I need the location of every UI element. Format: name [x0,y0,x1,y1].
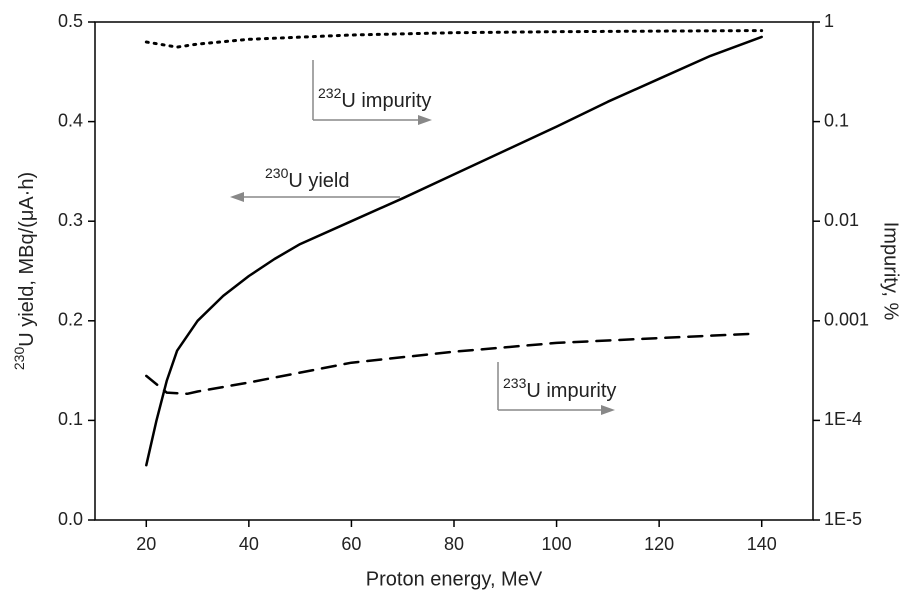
x-tick-label: 100 [542,534,572,554]
y2-tick-label: 1 [824,11,834,31]
y-tick-label: 0.5 [58,11,83,31]
annotation: 230U yield [265,165,350,193]
y-axis-title: 230U yield, MBq/(μA·h) [11,172,39,370]
arrow-head [230,192,244,202]
y-axis-title-text: U yield, MBq/(μA·h) [16,172,38,347]
y2-tick-label: 1E-5 [824,509,862,529]
arrow-head [418,115,432,125]
annotation-sup: 232 [318,85,342,101]
arrow-head [601,405,615,415]
annotation-text: U yield [288,170,349,192]
y2-tick-label: 0.01 [824,210,859,230]
annotation: 232U impurity [318,85,431,113]
y-tick-label: 0.0 [58,509,83,529]
annotation-sup: 233 [503,375,527,391]
y-tick-label: 0.1 [58,409,83,429]
y2-tick-label: 0.001 [824,310,869,330]
annotation-arrows [230,60,615,415]
x-tick-label: 20 [136,534,156,554]
x-tick-label: 40 [239,534,259,554]
x-tick-label: 80 [444,534,464,554]
annotation: 233U impurity [503,375,616,403]
annotation-text: U impurity [341,90,431,112]
y2-tick-label: 0.1 [824,110,849,130]
y-tick-label: 0.2 [58,310,83,330]
y-axis-title-sup: 230 [11,347,27,371]
y2-tick-label: 1E-4 [824,409,862,429]
series-line [145,35,763,467]
y-tick-label: 0.3 [58,210,83,230]
y-tick-label: 0.4 [58,110,83,130]
x-tick-label: 120 [644,534,674,554]
annotation-sup: 230 [265,165,289,181]
plot-frame [94,21,814,521]
annotation-text: U impurity [526,380,616,402]
series-line [145,332,753,396]
series-line [144,29,764,49]
x-axis-title: Proton energy, MeV [366,568,543,590]
x-tick-label: 140 [747,534,777,554]
y2-axis-title: Impurity, % [880,222,902,321]
x-tick-label: 60 [341,534,361,554]
